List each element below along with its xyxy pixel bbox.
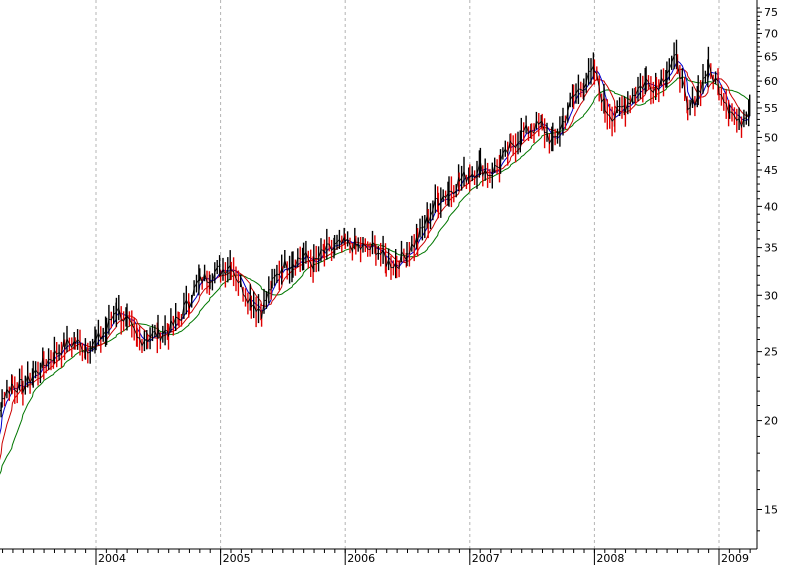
price-line [0,53,751,412]
series-layer [0,39,751,475]
x-tick-label: 2005 [223,552,251,565]
y-tick-label: 55 [764,102,778,115]
y-tick-label: 45 [764,164,778,177]
x-tick-label: 2008 [596,552,624,565]
y-tick-label: 60 [764,75,778,88]
y-tick-label: 50 [764,131,778,144]
y-tick-label: 75 [764,6,778,19]
y-tick-label: 35 [764,242,778,255]
x-tick-label: 2007 [472,552,500,565]
y-tick-label: 40 [764,200,778,213]
y-axis-ticks: 15 20 25 30 35 40 45 50 55 60 65 70 75 [757,6,778,532]
y-tick-label: 25 [764,346,778,359]
y-tick-label: 15 [764,503,778,516]
x-tick-label: 2004 [98,552,126,565]
y-tick-label: 20 [764,415,778,428]
y-tick-label: 30 [764,289,778,302]
y-tick-label: 65 [764,50,778,63]
x-axis-ticks: 2004 2005 2006 2007 2008 2009 [2,549,751,565]
x-tick-label: 2006 [347,552,375,565]
y-tick-label: 70 [764,27,778,40]
x-tick-label: 2009 [721,552,749,565]
